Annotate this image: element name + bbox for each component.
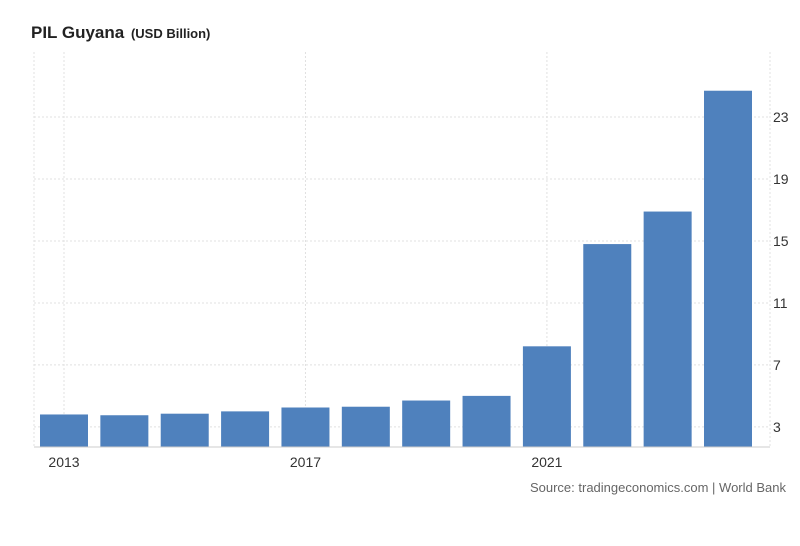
y-tick-label: 15 [773, 233, 789, 249]
bar-2021 [522, 346, 571, 447]
x-tick-label: 2021 [531, 454, 562, 470]
y-tick-label: 11 [773, 295, 788, 311]
bar-2017 [281, 407, 330, 447]
chart-title: PIL Guyana (USD Billion) [31, 23, 210, 43]
x-tick-label: 2013 [48, 454, 79, 470]
bar-2024 [704, 90, 752, 447]
y-tick-label: 7 [773, 357, 781, 373]
bar-2015 [160, 413, 209, 447]
y-tick-label: 23 [773, 109, 789, 125]
bar-2019 [402, 400, 451, 447]
bar-2022 [583, 244, 632, 447]
y-tick-label: 3 [773, 419, 781, 435]
bar-2018 [341, 406, 390, 447]
chart-title-text: PIL Guyana [31, 23, 125, 42]
source-text: Source: tradingeconomics.com | World Ban… [529, 480, 786, 495]
chart-unit: (USD Billion) [130, 26, 211, 41]
bar-2020 [462, 395, 511, 447]
bar-2023 [643, 211, 692, 447]
x-tick-label: 2017 [290, 454, 321, 470]
bar-2014 [100, 415, 149, 447]
y-tick-label: 19 [773, 171, 789, 187]
bar-2013 [40, 414, 88, 447]
bar-2016 [221, 411, 270, 447]
